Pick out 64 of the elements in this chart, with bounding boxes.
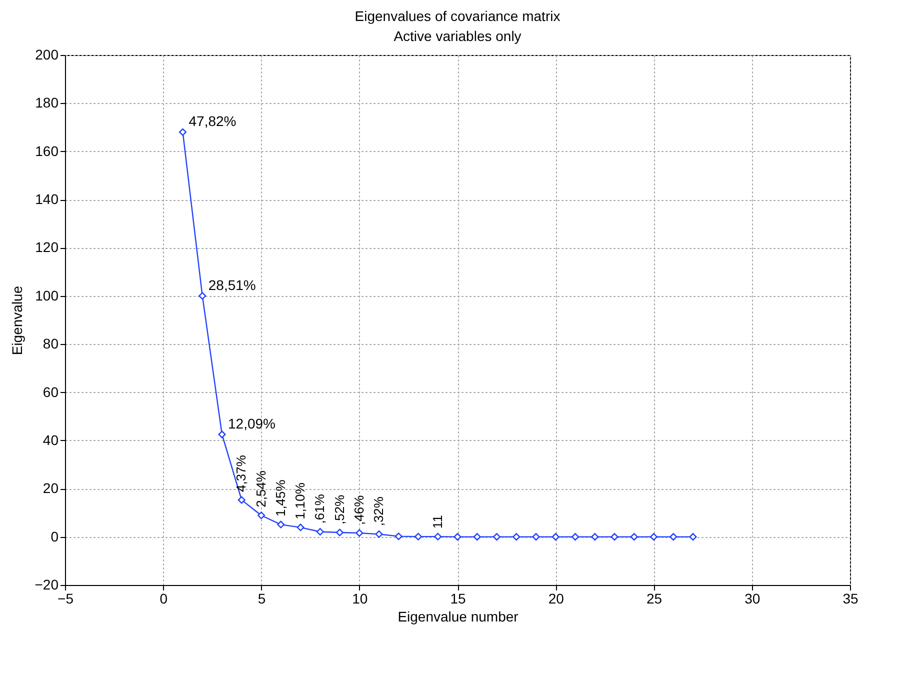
point: [454, 533, 462, 541]
y-tick-label: 200: [35, 46, 59, 62]
annotation: 11: [430, 515, 445, 529]
annotation: 1,45%: [272, 479, 288, 517]
point: [571, 533, 580, 541]
point: [375, 530, 383, 538]
point: [394, 532, 402, 540]
x-tick-label: 35: [842, 590, 858, 606]
y-tick-label: 100: [35, 287, 59, 304]
annotation: 1,10%: [292, 482, 308, 520]
point: [610, 533, 618, 541]
annotation: 2,54%: [253, 470, 268, 508]
annotation: 47,82%: [188, 113, 236, 130]
annotation: ,52%: [332, 494, 347, 524]
x-tick-label: 20: [548, 590, 564, 606]
x-tick-label: 30: [744, 590, 760, 606]
x-axis-title: Eigenvalue number: [398, 608, 519, 624]
point: [591, 533, 599, 541]
point: [238, 496, 246, 504]
y-axis-title: Eigenvalue: [8, 286, 25, 356]
x-tick-label: 0: [160, 590, 168, 606]
y-tick-label: 0: [50, 528, 59, 544]
annotation: 12,09%: [228, 415, 276, 432]
x-tick-label: 25: [646, 590, 662, 606]
point: [277, 520, 285, 528]
point: [218, 430, 226, 438]
y-tick-label: 160: [35, 142, 59, 159]
x-tick-label: −5: [58, 590, 74, 606]
point: [473, 533, 481, 541]
point: [257, 512, 266, 520]
x-tick-label: 5: [258, 590, 266, 606]
annotation: ,32%: [371, 496, 386, 526]
point: [316, 528, 324, 536]
y-tick-label: −20: [34, 576, 59, 592]
point: [650, 533, 658, 541]
point: [492, 533, 501, 541]
point: [356, 529, 364, 537]
annotation: 4,37%: [234, 454, 249, 492]
point: [434, 532, 442, 540]
y-tick-label: 180: [35, 94, 59, 111]
chart-subtitle: Active variables only: [394, 28, 522, 44]
x-tick-label: 10: [352, 590, 368, 606]
point: [689, 533, 697, 541]
point: [670, 533, 678, 541]
annotation: ,46%: [351, 494, 366, 525]
point: [552, 533, 560, 541]
point: [336, 528, 344, 536]
x-tick-label: 15: [450, 590, 466, 606]
point: [630, 533, 638, 541]
point: [178, 128, 187, 136]
annotation: ,61%: [312, 494, 328, 524]
y-tick-label: 80: [42, 336, 59, 352]
y-tick-label: 20: [42, 480, 59, 496]
y-tick-label: 120: [35, 239, 59, 256]
point: [296, 524, 304, 532]
point: [414, 532, 422, 540]
y-tick-label: 40: [42, 432, 59, 448]
point: [512, 533, 520, 541]
chart-title: Eigenvalues of covariance matrix: [354, 8, 560, 24]
point: [532, 533, 540, 541]
annotation: 28,51%: [208, 276, 256, 293]
y-tick-label: 60: [42, 384, 59, 400]
point: [198, 292, 206, 300]
y-tick-label: 140: [35, 191, 59, 208]
